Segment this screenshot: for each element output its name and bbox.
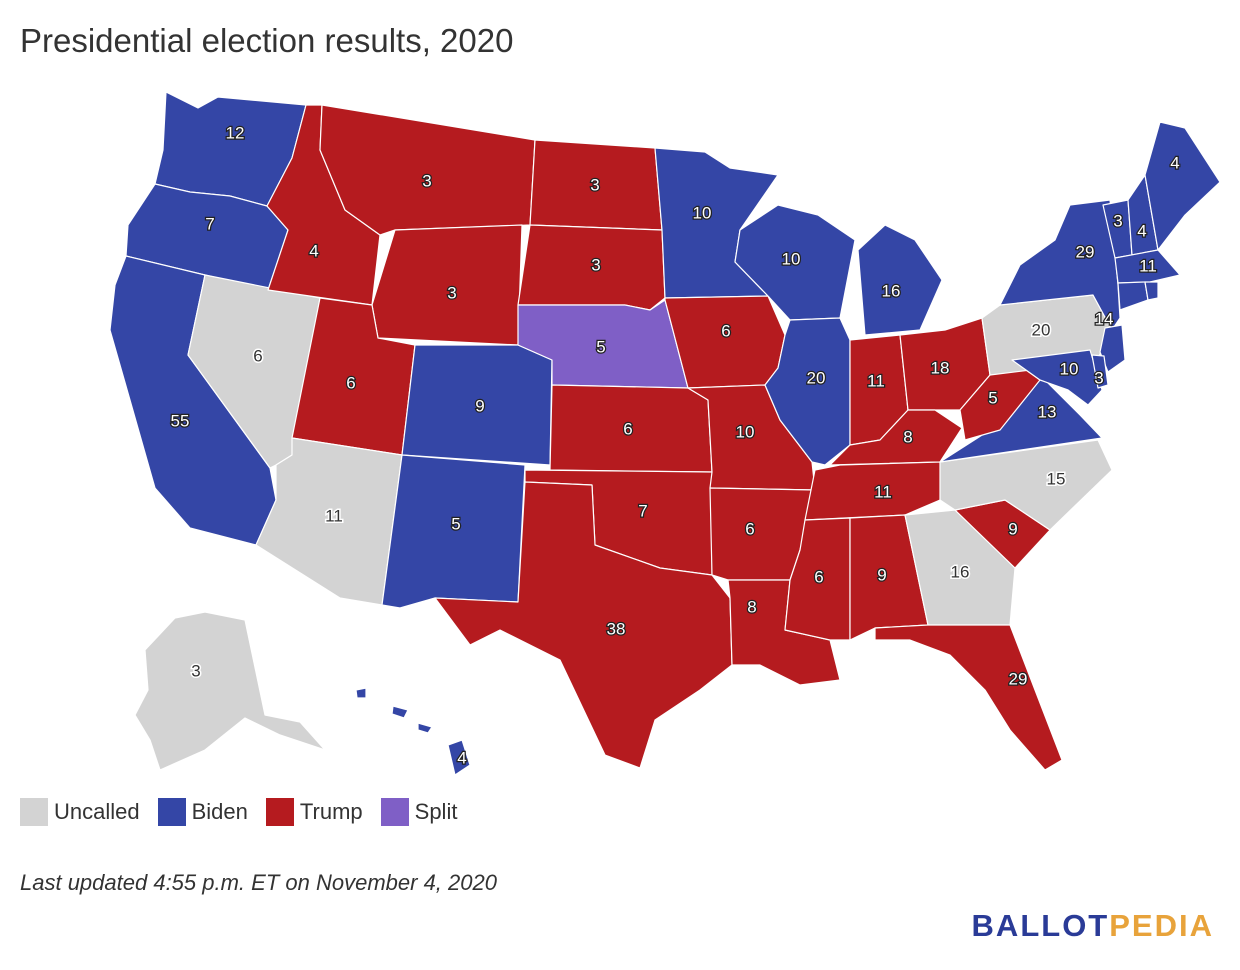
legend-label: Uncalled — [54, 799, 140, 824]
state-mi[interactable] — [857, 224, 943, 336]
electoral-votes-label-nm: 5 — [451, 515, 460, 534]
electoral-votes-label-sd: 3 — [591, 256, 600, 275]
electoral-votes-label-tx: 38 — [607, 620, 626, 639]
legend-item-uncalled: Uncalled — [20, 798, 140, 826]
electoral-votes-label-ky: 8 — [903, 428, 912, 447]
logo-ballot-text: BALLOT — [971, 908, 1110, 943]
electoral-votes-label-ga: 16 — [951, 563, 970, 582]
legend-label: Trump — [299, 799, 363, 824]
electoral-votes-label-or: 7 — [205, 215, 214, 234]
legend-label: Split — [414, 799, 458, 824]
electoral-votes-label-wv: 5 — [988, 389, 997, 408]
state-nj[interactable] — [1099, 324, 1126, 373]
legend-item-biden: Biden — [157, 798, 248, 826]
legend: Uncalled Biden Trump Split — [20, 798, 457, 826]
legend-item-trump: Trump — [265, 798, 363, 826]
electoral-votes-label-nc: 15 — [1047, 470, 1066, 489]
electoral-votes-label-ia: 6 — [721, 322, 730, 341]
electoral-votes-label-fl: 29 — [1009, 670, 1028, 689]
electoral-votes-label-wa: 12 — [226, 124, 245, 143]
electoral-votes-label-oh: 18 — [931, 359, 950, 378]
legend-swatch — [157, 798, 186, 826]
electoral-votes-label-tn: 11 — [874, 483, 892, 502]
electoral-votes-label-sc: 9 — [1008, 520, 1017, 539]
legend-swatch — [20, 798, 48, 826]
electoral-votes-label-ne: 5 — [596, 338, 605, 357]
electoral-votes-label-in: 11 — [867, 372, 885, 391]
state-ak[interactable] — [134, 611, 326, 771]
electoral-votes-label-la: 8 — [747, 598, 756, 617]
electoral-votes-label-az: 11 — [325, 507, 343, 526]
electoral-votes-label-ks: 6 — [623, 420, 632, 439]
electoral-votes-label-pa: 20 — [1032, 321, 1051, 340]
electoral-votes-label-mn: 10 — [693, 204, 712, 223]
electoral-votes-label-ma: 11 — [1139, 257, 1157, 276]
state-ma[interactable] — [1114, 249, 1181, 284]
electoral-votes-label-ar: 6 — [745, 520, 754, 539]
electoral-votes-label-vt: 3 — [1113, 212, 1122, 231]
state-mt[interactable] — [319, 104, 536, 236]
state-ct[interactable] — [1117, 281, 1149, 311]
us-election-map: 1275564336119533567381061068102016111881… — [109, 91, 1221, 776]
electoral-votes-label-ca: 55 — [171, 412, 190, 431]
electoral-votes-label-va: 13 — [1038, 403, 1057, 422]
electoral-votes-label-co: 9 — [475, 397, 484, 416]
electoral-votes-label-mo: 10 — [736, 423, 755, 442]
electoral-votes-label-wi: 10 — [782, 250, 801, 269]
state-de[interactable] — [1091, 354, 1109, 389]
state-hi[interactable] — [355, 687, 471, 776]
electoral-votes-label-nd: 3 — [590, 176, 599, 195]
electoral-votes-label-hi: 4 — [457, 749, 466, 768]
electoral-votes-label-ak: 3 — [191, 662, 200, 681]
electoral-votes-label-nv: 6 — [253, 347, 262, 366]
electoral-votes-label-mi: 16 — [882, 282, 901, 301]
state-il[interactable] — [764, 317, 851, 466]
electoral-votes-label-md: 10 — [1060, 360, 1079, 379]
electoral-votes-label-il: 20 — [807, 369, 826, 388]
legend-item-split: Split — [380, 798, 458, 826]
state-me[interactable] — [1144, 121, 1221, 251]
state-nc[interactable] — [939, 439, 1113, 531]
legend-label: Biden — [191, 799, 248, 824]
electoral-votes-label-wy: 3 — [447, 284, 456, 303]
ballotpedia-logo[interactable]: BALLOTPEDIA — [972, 908, 1214, 944]
electoral-votes-label-ok: 7 — [638, 502, 647, 521]
electoral-votes-label-id: 4 — [309, 242, 318, 261]
state-md[interactable] — [1011, 349, 1103, 406]
electoral-votes-label-nj: 14 — [1095, 310, 1114, 329]
electoral-votes-label-me: 4 — [1170, 154, 1179, 173]
electoral-votes-label-de: 3 — [1094, 369, 1103, 388]
state-ri[interactable] — [1144, 281, 1159, 301]
electoral-votes-label-nh: 4 — [1137, 222, 1146, 241]
legend-swatch — [380, 798, 409, 826]
state-wy[interactable] — [371, 224, 523, 346]
electoral-votes-label-mt: 3 — [422, 172, 431, 191]
state-ga[interactable] — [904, 509, 1016, 626]
electoral-votes-label-al: 9 — [877, 566, 886, 585]
electoral-votes-label-ut: 6 — [346, 374, 355, 393]
last-updated-note: Last updated 4:55 p.m. ET on November 4,… — [20, 870, 497, 895]
state-tx[interactable] — [434, 481, 733, 769]
state-fl[interactable] — [874, 624, 1063, 771]
legend-swatch — [265, 798, 294, 826]
electoral-votes-label-ny: 29 — [1076, 243, 1095, 262]
page-title: Presidential election results, 2020 — [20, 22, 514, 59]
logo-pedia-text: PEDIA — [1109, 908, 1214, 943]
electoral-votes-label-ms: 6 — [814, 568, 823, 587]
